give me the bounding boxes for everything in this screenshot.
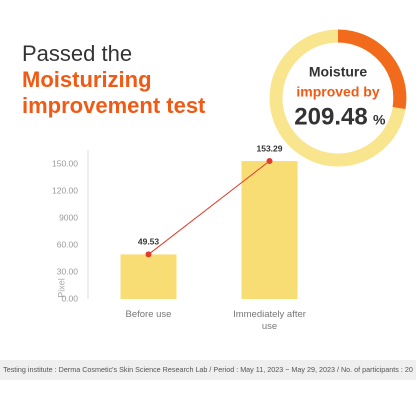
value-label: 49.53 [138,237,160,247]
badge-arc [337,29,407,110]
y-label: Pixel [56,278,66,298]
bar [241,161,298,299]
value-label: 153.29 [257,143,283,153]
y-tick-label: 150.00 [52,158,78,168]
point [145,251,152,258]
x-tick-label: Immediately after use [233,309,306,332]
x-tick-label: Before use [125,309,172,320]
y-tick-label: 9000 [59,212,78,222]
badge-text: Moisture [309,64,368,80]
trend-line [148,160,270,255]
y-tick-label: 120.00 [52,185,78,195]
y-tick-label: 0.00 [61,293,78,303]
y-tick-label: 60.00 [57,239,79,249]
badge-unit: % [373,112,386,128]
title-line: Moisturizing [22,67,152,92]
point [266,158,273,165]
footnote: Testing institute : Derma Cosmetic's Ski… [0,360,416,380]
title-line: Passed the [22,41,132,66]
badge-value: 209.48 [294,103,367,130]
y-tick-label: 30.00 [57,266,79,276]
bar [120,254,177,299]
badge-text: improved by [296,84,379,100]
title-line: improvement test [22,93,206,118]
